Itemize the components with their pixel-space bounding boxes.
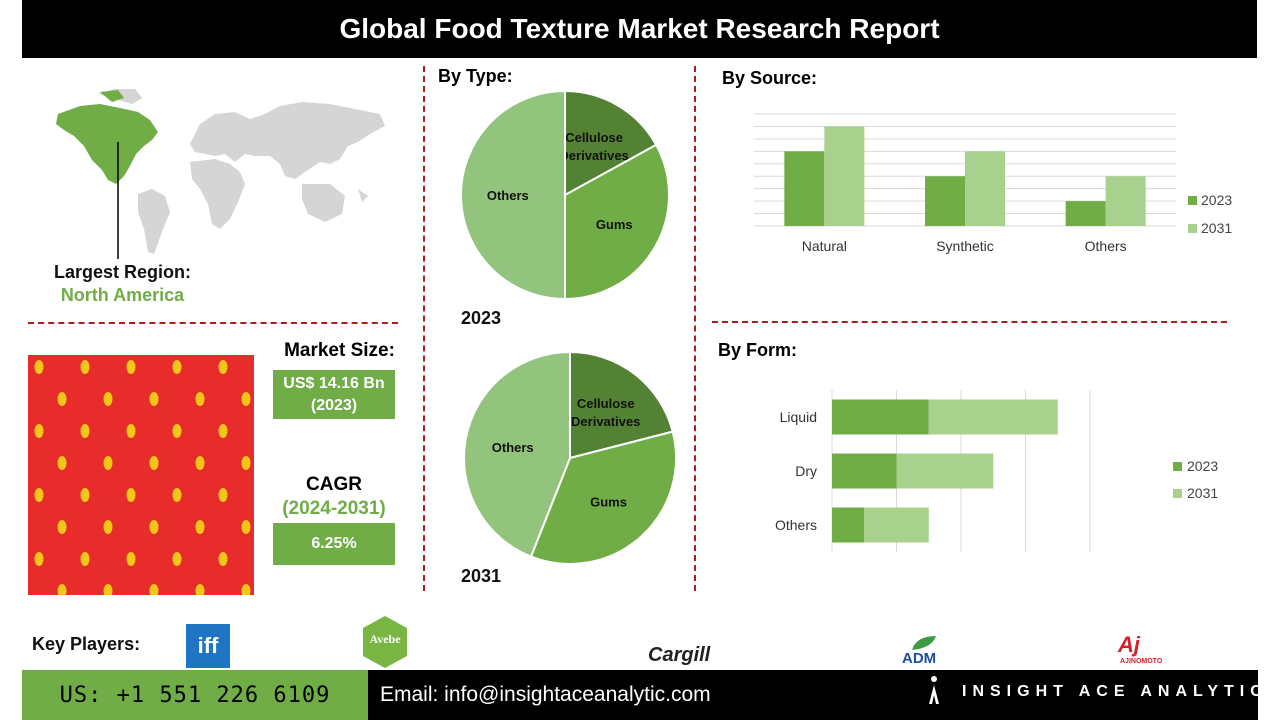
legend-swatch <box>1173 489 1182 498</box>
legend-label: 2031 <box>1201 220 1232 236</box>
legend-label: 2023 <box>1201 192 1232 208</box>
by-type-title: By Type: <box>438 66 513 86</box>
pie-slice <box>529 430 677 565</box>
bar <box>896 453 994 489</box>
world-map <box>56 89 385 259</box>
pie-slice <box>463 350 571 558</box>
largest-region-label: Largest Region: <box>53 262 191 282</box>
cargill-logo: Cargill <box>648 644 711 666</box>
pie-slice-label: Others <box>492 440 534 455</box>
category-label: Natural <box>802 238 847 254</box>
footer-bar <box>368 670 1258 720</box>
bar <box>832 453 897 489</box>
pie-slice-label: Cellulose Derivatives <box>571 396 640 429</box>
pie-slice <box>460 89 566 301</box>
largest-region-value: North America <box>60 285 185 305</box>
divider-source-form <box>712 321 1227 323</box>
market-size-value: US$ 14.16 Bn <box>283 374 385 392</box>
page-title: Global Food Texture Market Research Repo… <box>22 0 1257 58</box>
ajinomoto-logo: AJINOMOTO <box>1120 658 1163 665</box>
pie-2023-label: 2023 <box>461 308 502 328</box>
pie-slice-label: Gums <box>596 217 633 232</box>
bar <box>864 507 929 543</box>
legend-swatch <box>1188 196 1197 205</box>
divider-region <box>28 322 398 324</box>
market-size-label: Market Size: <box>284 340 395 361</box>
legend-label: 2023 <box>1187 458 1218 474</box>
market-size-box: US$ 14.16 Bn (2023) <box>273 370 395 419</box>
divider-right <box>694 66 696 591</box>
bar <box>832 399 929 435</box>
pie-slice <box>569 350 674 460</box>
category-label: Others <box>1085 238 1127 254</box>
category-label: Others <box>775 517 817 533</box>
strawberry-texture-image <box>28 355 254 595</box>
pie-slice-label: Cellulose Derivatives <box>559 130 628 163</box>
pie-slice-label: Others <box>487 188 529 203</box>
brand-logo-icon <box>929 676 939 704</box>
pie-slice <box>564 143 670 301</box>
cagr-label: CAGR <box>306 474 362 495</box>
avebe-logo-text: Avebe <box>369 632 401 646</box>
pie-slice-label: Gums <box>590 495 627 510</box>
footer-brand: INSIGHT ACE ANALYTIC <box>962 683 1268 700</box>
by-source-title: By Source: <box>722 68 818 88</box>
category-label: Liquid <box>780 409 817 425</box>
legend-swatch <box>1173 462 1182 471</box>
cagr-value: 6.25% <box>311 535 357 552</box>
pie-slice <box>564 89 658 197</box>
footer-phone: US: +1 551 226 6109 <box>22 670 368 720</box>
by-form-title: By Form: <box>718 340 798 360</box>
market-size-year: (2023) <box>310 396 358 414</box>
by-source-bar-chart: Natural Synthetic Others 2023 2031 <box>754 113 1232 254</box>
bar <box>832 507 865 543</box>
by-form-bar-chart: Liquid Dry Others 2023 2031 <box>775 390 1218 552</box>
legend-swatch <box>1188 224 1197 233</box>
legend-label: 2031 <box>1187 485 1218 501</box>
bar <box>784 151 825 226</box>
bar <box>824 126 865 226</box>
north-america-shape <box>56 104 158 184</box>
bar <box>1105 176 1146 226</box>
bar <box>928 399 1058 435</box>
key-players-label: Key Players: <box>32 634 141 654</box>
cagr-period: (2024-2031) <box>282 498 386 519</box>
footer-email: Email: info@insightaceanalytic.com <box>380 683 711 706</box>
bar <box>925 176 965 226</box>
divider-left <box>423 66 425 591</box>
avebe-logo <box>363 616 407 668</box>
category-label: Dry <box>795 463 817 479</box>
ajinomoto-mark-icon: Aj <box>1118 632 1140 657</box>
iff-logo: iff <box>186 624 230 668</box>
pie-chart-2031: Cellulose Derivatives Gums Others <box>463 350 677 565</box>
cagr-box: 6.25% <box>273 523 395 565</box>
bar <box>1065 201 1106 226</box>
adm-logo: ADM <box>902 650 937 667</box>
pie-chart-2023: Cellulose Derivatives Gums Others <box>460 89 670 301</box>
category-label: Synthetic <box>936 238 994 254</box>
pie-2031-label: 2031 <box>461 566 502 586</box>
adm-leaf-icon <box>912 636 936 650</box>
bar <box>965 151 1005 226</box>
